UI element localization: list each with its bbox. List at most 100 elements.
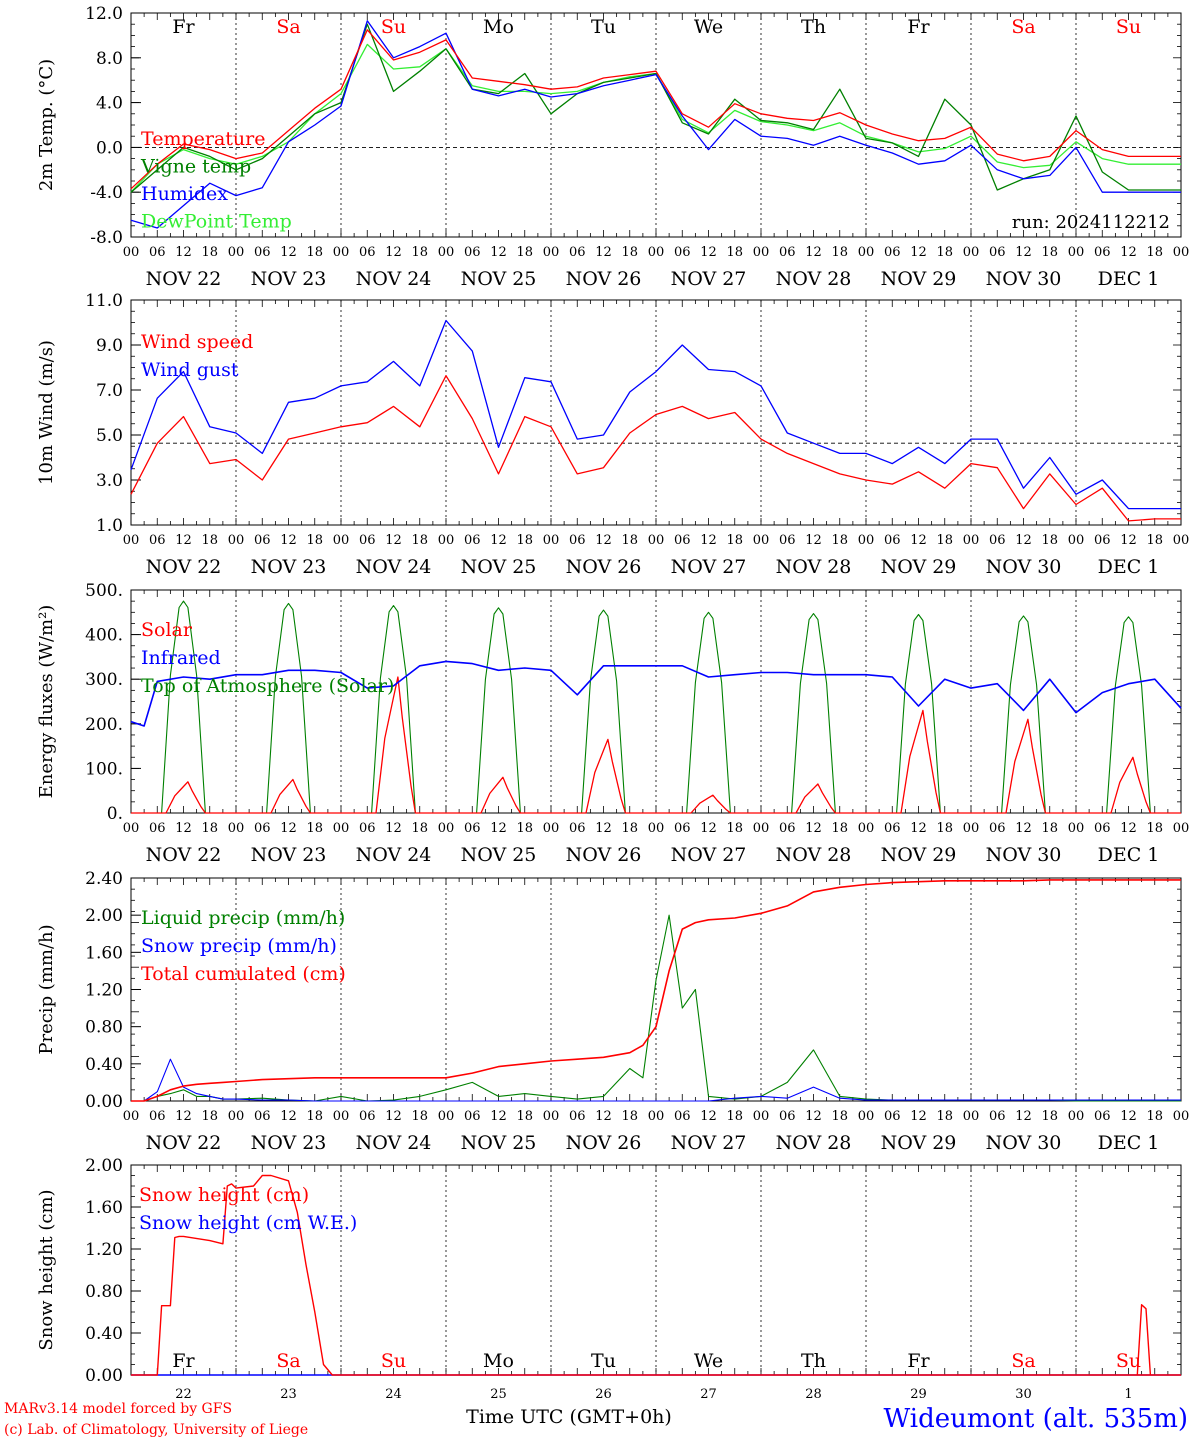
hour-label: 06 [884, 533, 901, 548]
date-label: NOV 26 [566, 268, 642, 290]
hour-label: 00 [753, 821, 770, 836]
hour-label: 00 [543, 821, 560, 836]
date-label: DEC 1 [1098, 844, 1160, 866]
hour-label: 18 [1041, 821, 1058, 836]
hour-label: 12 [385, 245, 402, 260]
day-number-label: 25 [490, 1387, 507, 1402]
hour-label: 00 [123, 821, 140, 836]
hour-label: 00 [333, 1109, 350, 1124]
hour-label: 06 [674, 533, 691, 548]
day-number-label: 30 [1015, 1387, 1032, 1402]
date-label: NOV 23 [251, 844, 327, 866]
hour-label: 12 [175, 245, 192, 260]
series-line-snow-height [131, 1174, 1181, 1376]
hour-label: 18 [411, 533, 428, 548]
hour-label: 18 [516, 245, 533, 260]
hour-label: 06 [359, 1109, 376, 1124]
hour-label: 12 [490, 245, 507, 260]
date-label: NOV 25 [461, 268, 537, 290]
hour-label: 00 [543, 245, 560, 260]
weekday-label: Th [801, 1350, 826, 1372]
hour-label: 00 [963, 533, 980, 548]
y-tick-label: 5.0 [96, 426, 123, 446]
hour-label: 06 [464, 821, 481, 836]
hour-label: 18 [831, 821, 848, 836]
weekday-label: Su [1116, 16, 1141, 38]
hour-label: 18 [411, 1109, 428, 1124]
date-label: NOV 27 [671, 844, 747, 866]
hour-label: 06 [884, 245, 901, 260]
hour-label: 06 [149, 821, 166, 836]
weekday-label: Sa [1011, 1350, 1035, 1372]
date-label: NOV 29 [881, 556, 957, 578]
y-tick-label: 1.60 [85, 1198, 123, 1218]
date-label: NOV 28 [776, 844, 852, 866]
hour-label: 00 [1173, 533, 1190, 548]
hour-label: 06 [779, 245, 796, 260]
hour-label: 18 [1146, 245, 1163, 260]
date-label: NOV 30 [986, 556, 1062, 578]
hour-label: 18 [411, 245, 428, 260]
hour-label: 18 [516, 821, 533, 836]
series-line-solar [131, 676, 1181, 814]
y-tick-label: 0.40 [85, 1324, 123, 1344]
hour-label: 12 [490, 1109, 507, 1124]
hour-label: 18 [201, 821, 218, 836]
date-label: NOV 22 [146, 1132, 222, 1154]
y-tick-label: 11.0 [85, 291, 123, 311]
hour-label: 06 [359, 245, 376, 260]
weekday-label: Sa [276, 16, 300, 38]
weekday-label: Mo [483, 1350, 514, 1372]
hour-label: 12 [910, 1109, 927, 1124]
weekday-label: Sa [1011, 16, 1035, 38]
y-tick-label: 100. [85, 759, 123, 779]
y-tick-label: 1.0 [96, 516, 123, 536]
y-tick-label: 0.80 [85, 1018, 123, 1038]
legend-vigne-temp: Vigne temp [140, 156, 251, 178]
day-number-label: 27 [700, 1387, 717, 1402]
y-tick-label: 9.0 [96, 336, 123, 356]
hour-label: 00 [648, 533, 665, 548]
series-line-vigne-temp [130, 23, 1181, 193]
hour-label: 06 [254, 533, 271, 548]
hour-label: 00 [1068, 533, 1085, 548]
hour-label: 06 [569, 821, 586, 836]
y-axis-label: Snow height (cm) [36, 1189, 57, 1350]
day-number-label: 23 [280, 1387, 297, 1402]
date-label: DEC 1 [1098, 268, 1160, 290]
hour-label: 06 [674, 1109, 691, 1124]
y-tick-label: 12.0 [85, 4, 123, 24]
hour-label: 18 [306, 1109, 323, 1124]
hour-label: 06 [989, 1109, 1006, 1124]
day-number-label: 28 [805, 1387, 822, 1402]
hour-label: 12 [805, 1109, 822, 1124]
legend-temperature: Temperature [141, 128, 265, 150]
date-label: DEC 1 [1098, 556, 1160, 578]
weekday-label: Th [801, 16, 826, 38]
hour-label: 18 [936, 245, 953, 260]
hour-label: 12 [280, 1109, 297, 1124]
hour-label: 12 [1120, 533, 1137, 548]
y-tick-label: 2.40 [85, 869, 123, 889]
hour-label: 00 [543, 533, 560, 548]
y-tick-label: 200. [85, 715, 123, 735]
hour-label: 06 [464, 245, 481, 260]
hour-label: 18 [936, 533, 953, 548]
hour-label: 12 [910, 245, 927, 260]
hour-label: 12 [280, 821, 297, 836]
hour-label: 18 [1146, 533, 1163, 548]
date-label: NOV 24 [356, 844, 432, 866]
hour-label: 06 [779, 533, 796, 548]
hour-label: 00 [438, 1109, 455, 1124]
date-label: NOV 24 [356, 268, 432, 290]
legend-wind-gust: Wind gust [141, 359, 239, 381]
date-label: NOV 25 [461, 1132, 537, 1154]
run-annotation: run: 2024112212 [1012, 212, 1170, 233]
date-label: NOV 22 [146, 844, 222, 866]
hour-label: 06 [989, 533, 1006, 548]
weekday-label: Su [381, 16, 406, 38]
hour-label: 00 [123, 245, 140, 260]
series-line-total-cumulated-cm- [131, 879, 1181, 1102]
day-number-label: 1 [1124, 1387, 1132, 1402]
y-tick-label: -4.0 [90, 183, 123, 203]
